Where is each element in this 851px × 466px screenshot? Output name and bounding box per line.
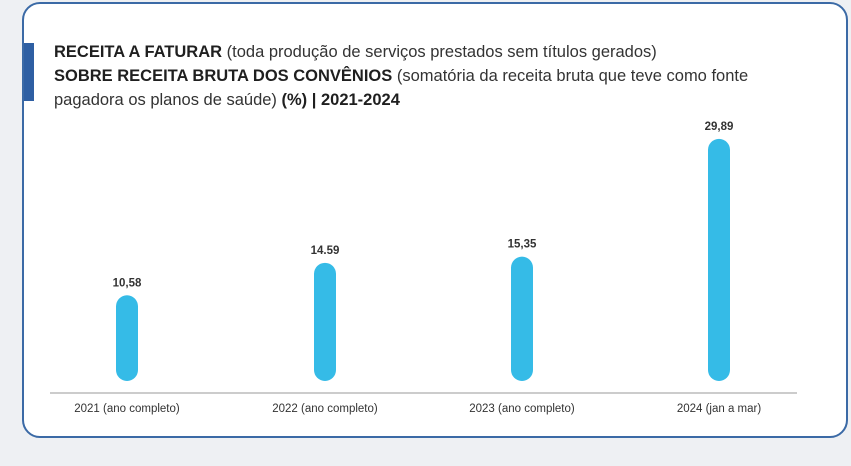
bar-3 — [511, 256, 533, 381]
title-part1-bold: RECEITA A FATURAR — [54, 43, 223, 61]
x-tick-label-2: 2022 (ano completo) — [272, 403, 378, 415]
x-tick-label-3: 2023 (ano completo) — [469, 403, 575, 415]
title-part2-normal: (somatória da receita bruta que teve com… — [54, 67, 749, 109]
data-label-2: 14.59 — [311, 245, 340, 257]
bar-4 — [708, 138, 730, 381]
title-part1-normal: (toda produção de serviços prestados sem… — [222, 43, 657, 61]
title-part3-bold: (%) | 2021-2024 — [281, 91, 400, 109]
x-tick-label-1: 2021 (ano completo) — [74, 403, 180, 415]
bar-2 — [314, 262, 336, 381]
x-tick-label-4: 2024 (jan a mar) — [677, 403, 762, 415]
title-accent-bar — [24, 43, 34, 101]
data-label-1: 10,58 — [113, 277, 142, 289]
data-label-4: 29,89 — [705, 121, 734, 133]
bar-1 — [116, 295, 138, 381]
chart-title: RECEITA A FATURAR (toda produção de serv… — [54, 40, 794, 112]
data-label-3: 15,35 — [508, 239, 537, 251]
title-part2-bold: SOBRE RECEITA BRUTA DOS CONVÊNIOS — [54, 67, 393, 85]
